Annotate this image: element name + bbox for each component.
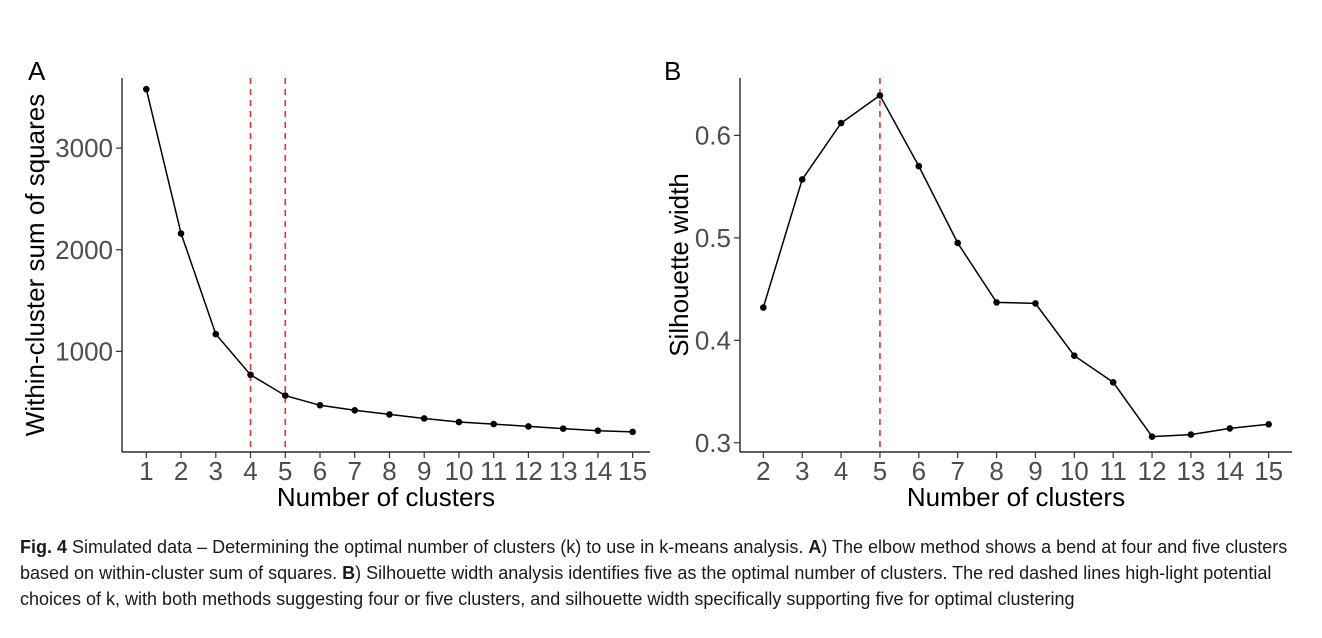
x-tick-label: 3 — [795, 456, 809, 486]
x-tick-label: 4 — [243, 456, 257, 486]
x-tick-label: 6 — [912, 456, 926, 486]
data-point — [594, 427, 602, 434]
x-tick-label: 11 — [1100, 456, 1127, 486]
x-tick-label: 14 — [1215, 456, 1244, 486]
x-tick-label: 2 — [174, 456, 188, 486]
x-tick-label: 6 — [313, 456, 327, 486]
data-point — [760, 304, 767, 311]
y-tick-label: 0.4 — [695, 325, 731, 355]
data-point — [143, 85, 150, 93]
x-tick-label: 2 — [756, 456, 770, 486]
data-point — [629, 428, 636, 436]
x-tick-label: 4 — [834, 456, 848, 486]
data-point — [525, 423, 532, 430]
data-point — [316, 401, 324, 409]
data-point — [281, 392, 289, 399]
panel-b: B 0.3 0.4 0.5 0.6 2 3 4 5 6 7 8 9 10 11 12 13 14 15 Number … — [664, 56, 1292, 512]
data-point — [915, 162, 923, 170]
data-point — [876, 92, 884, 99]
data-point — [247, 371, 254, 379]
data-point — [798, 176, 806, 183]
data-point — [1226, 425, 1234, 432]
x-tick-label: 9 — [417, 456, 431, 486]
data-point — [954, 239, 961, 247]
caption-label-b: B — [342, 563, 356, 583]
y-tick-label: 0.3 — [695, 428, 731, 458]
data-point — [1071, 352, 1078, 359]
data-point — [1032, 300, 1039, 307]
caption-part-1: Simulated data – Determining the optimal… — [67, 537, 809, 557]
panel-label: B — [664, 56, 681, 86]
x-tick-label: 5 — [278, 456, 292, 486]
data-point — [212, 330, 220, 338]
x-tick-label: 13 — [549, 456, 578, 486]
data-point — [386, 411, 393, 418]
y-tick-label: 0.5 — [695, 223, 731, 253]
x-tick-label: 11 — [480, 456, 507, 486]
series-line — [145, 89, 633, 433]
y-tick-label: 2000 — [55, 235, 113, 265]
x-tick-label: 10 — [444, 456, 473, 486]
data-point — [420, 415, 428, 422]
data-point — [1187, 431, 1195, 438]
x-tick-label: 8 — [382, 456, 396, 486]
data-point — [1265, 421, 1272, 428]
x-tick-label: 8 — [989, 456, 1003, 486]
x-tick-label: 7 — [950, 456, 964, 486]
data-point — [559, 425, 567, 432]
series-line — [762, 94, 1269, 438]
figure-caption: Fig. 4 Simulated data – Determining the … — [20, 534, 1305, 612]
x-tick-label: 5 — [873, 456, 887, 486]
x-tick-label: 1 — [139, 456, 153, 486]
caption-part-3: ) Silhouette width analysis identifies f… — [20, 563, 1272, 609]
y-axis-title: Within-cluster sum of squares — [20, 94, 50, 436]
y-tick-label: 3000 — [55, 133, 113, 163]
data-point — [1109, 379, 1117, 386]
x-tick-label: 7 — [348, 456, 362, 486]
data-point — [837, 119, 845, 127]
caption-label-a: A — [808, 537, 822, 557]
x-axis-title: Number of clusters — [277, 482, 495, 512]
data-point — [177, 230, 185, 237]
y-tick-label: 1000 — [55, 336, 113, 366]
x-tick-label: 9 — [1028, 456, 1042, 486]
panel-label: A — [28, 56, 46, 86]
y-tick-label: 0.6 — [695, 120, 731, 150]
x-tick-label: 10 — [1060, 456, 1089, 486]
x-tick-label: 3 — [209, 456, 223, 486]
data-point — [455, 418, 463, 426]
data-point — [1148, 433, 1156, 440]
x-tick-label: 12 — [1138, 456, 1167, 486]
x-tick-label: 14 — [583, 456, 612, 486]
data-point — [490, 420, 497, 428]
x-tick-label: 13 — [1176, 456, 1205, 486]
caption-part-2: ) The elbow method shows a bend at four … — [20, 537, 1288, 583]
caption-fig-label: Fig. 4 — [20, 537, 68, 557]
x-tick-label: 12 — [514, 456, 543, 486]
x-tick-label: 15 — [1254, 456, 1283, 486]
x-axis-title: Number of clusters — [907, 482, 1125, 512]
x-tick-label: 15 — [618, 456, 647, 486]
y-axis-title: Silhouette width — [664, 173, 694, 357]
data-point — [993, 299, 1000, 306]
data-point — [351, 407, 359, 414]
